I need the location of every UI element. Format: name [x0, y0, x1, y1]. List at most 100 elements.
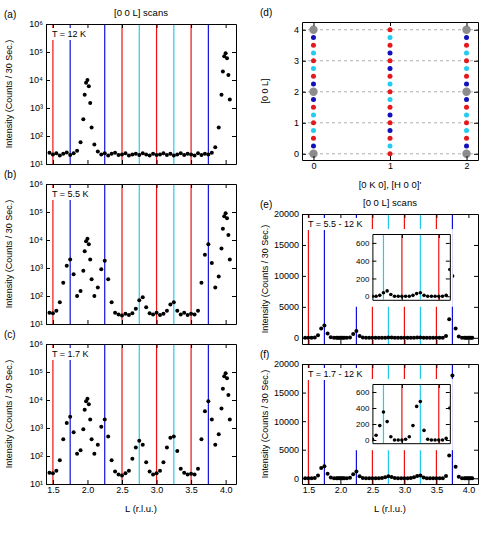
data-point [117, 153, 121, 157]
inset-x-axis-top-tick [439, 384, 440, 388]
reference-line [139, 344, 140, 484]
x-axis-top-tick-mark [308, 364, 309, 368]
panel-letter: (e) [260, 199, 272, 210]
x-axis-top-tick [191, 344, 192, 348]
inset: 0200400600 [286, 0, 482, 307]
data-point [462, 88, 470, 96]
data-point [219, 406, 223, 410]
y-axis-tick-label: 5000 [279, 445, 299, 455]
data-point [354, 469, 358, 473]
y-axis-right-tick [232, 428, 236, 429]
inset-y-axis-tick: 400 [356, 404, 376, 413]
x-axis-top-tick-mark [226, 344, 227, 348]
data-point [88, 258, 92, 262]
x-axis-top-tick-mark [87, 24, 88, 28]
data-point [226, 393, 230, 397]
reference-line [438, 384, 439, 443]
data-point [430, 438, 434, 442]
x-axis-tick-mark [313, 156, 314, 160]
data-point [311, 144, 316, 149]
reference-line [139, 24, 140, 164]
data-point [326, 472, 330, 476]
data-point [219, 246, 223, 250]
x-axis-top [303, 364, 479, 368]
y-axis-tick-label: 0 [294, 474, 299, 484]
y-axis-tick: 10⁵ [29, 207, 50, 217]
x-axis-top-tick-mark [122, 344, 123, 348]
y-axis-tick-mark [46, 484, 50, 485]
data-point [388, 89, 393, 94]
x-axis-tick-mark [191, 160, 192, 164]
data-point [407, 294, 411, 298]
y-axis-line [302, 365, 303, 485]
data-point [426, 437, 430, 441]
x-axis-top-line [303, 214, 479, 215]
data-point [378, 294, 382, 298]
data-point [193, 312, 197, 316]
y-axis-right-tick-mark [474, 338, 478, 339]
x-axis-tick: 2 [465, 156, 470, 171]
x-axis-tick: 1 [388, 156, 393, 171]
reference-line [156, 184, 157, 324]
x-axis-tick-mark [87, 160, 88, 164]
y-axis-right-tick [232, 344, 236, 345]
data-point [186, 472, 190, 476]
data-point [464, 128, 469, 133]
x-axis-top-tick [87, 344, 88, 348]
data-point [189, 472, 193, 476]
data-point [464, 113, 469, 118]
x-axis-tick: 2.0 [335, 480, 348, 495]
data-point [151, 472, 155, 476]
data-point [217, 126, 221, 130]
annotation: T = 12 K [52, 29, 86, 39]
x-axis-top-line [47, 24, 237, 25]
x-axis-tick-mark [157, 480, 158, 484]
data-point [134, 307, 138, 311]
x-axis-tick: 2.5 [116, 480, 129, 495]
y-axis: 01234 [294, 23, 306, 161]
data-point [165, 309, 169, 313]
data-point [309, 26, 317, 34]
x-axis-top-tick-mark [122, 24, 123, 28]
data-point [165, 153, 169, 157]
y-axis-right-tick [232, 212, 236, 213]
inset-y-axis-right-tick [446, 424, 450, 425]
data-point [117, 312, 121, 316]
data-point [447, 317, 451, 321]
x-axis-top-tick [390, 22, 391, 26]
y-axis-right-tick [232, 164, 236, 165]
inset-x-axis-tick [402, 439, 403, 443]
data-point [388, 74, 393, 79]
x-axis-tick [122, 160, 123, 164]
inset-y-axis-tick: 600 [356, 388, 376, 397]
x-axis-top-tick [313, 22, 314, 26]
y-axis-tick-mark [46, 268, 50, 269]
plot-area [303, 214, 474, 344]
y-axis-tick: 2 [294, 87, 306, 97]
y-axis-right-line [236, 345, 237, 485]
data-point [123, 151, 127, 155]
y-axis-tick: 10⁵ [29, 47, 50, 57]
data-point [219, 93, 223, 97]
y-axis-tick-mark [46, 80, 50, 81]
y-axis-tick-label: 10² [30, 451, 43, 461]
data-point [182, 311, 186, 315]
y-axis-title: Intensity (Counts / 30 Sec.) [260, 225, 270, 334]
inset-background [348, 379, 452, 450]
x-axis-top-tick [340, 364, 341, 368]
x-axis [303, 340, 479, 345]
x-axis-title: L (r.l.u.) [125, 503, 157, 514]
x-axis-top-tick-mark [404, 214, 405, 218]
y-axis-tick: 10¹ [30, 319, 50, 329]
data-point [199, 437, 203, 441]
x-axis-tick-label: 0 [311, 161, 316, 171]
inset-x-axis-top-line [373, 234, 450, 235]
y-axis-tick: 10³ [30, 423, 50, 433]
y-axis-right-tick-mark [474, 123, 478, 124]
y-axis-tick-label: 20000 [274, 209, 299, 219]
data-point [311, 105, 316, 110]
data-point [186, 152, 190, 156]
data-point [193, 472, 197, 476]
data-point [464, 51, 469, 56]
y-axis-tick-mark [302, 123, 306, 124]
